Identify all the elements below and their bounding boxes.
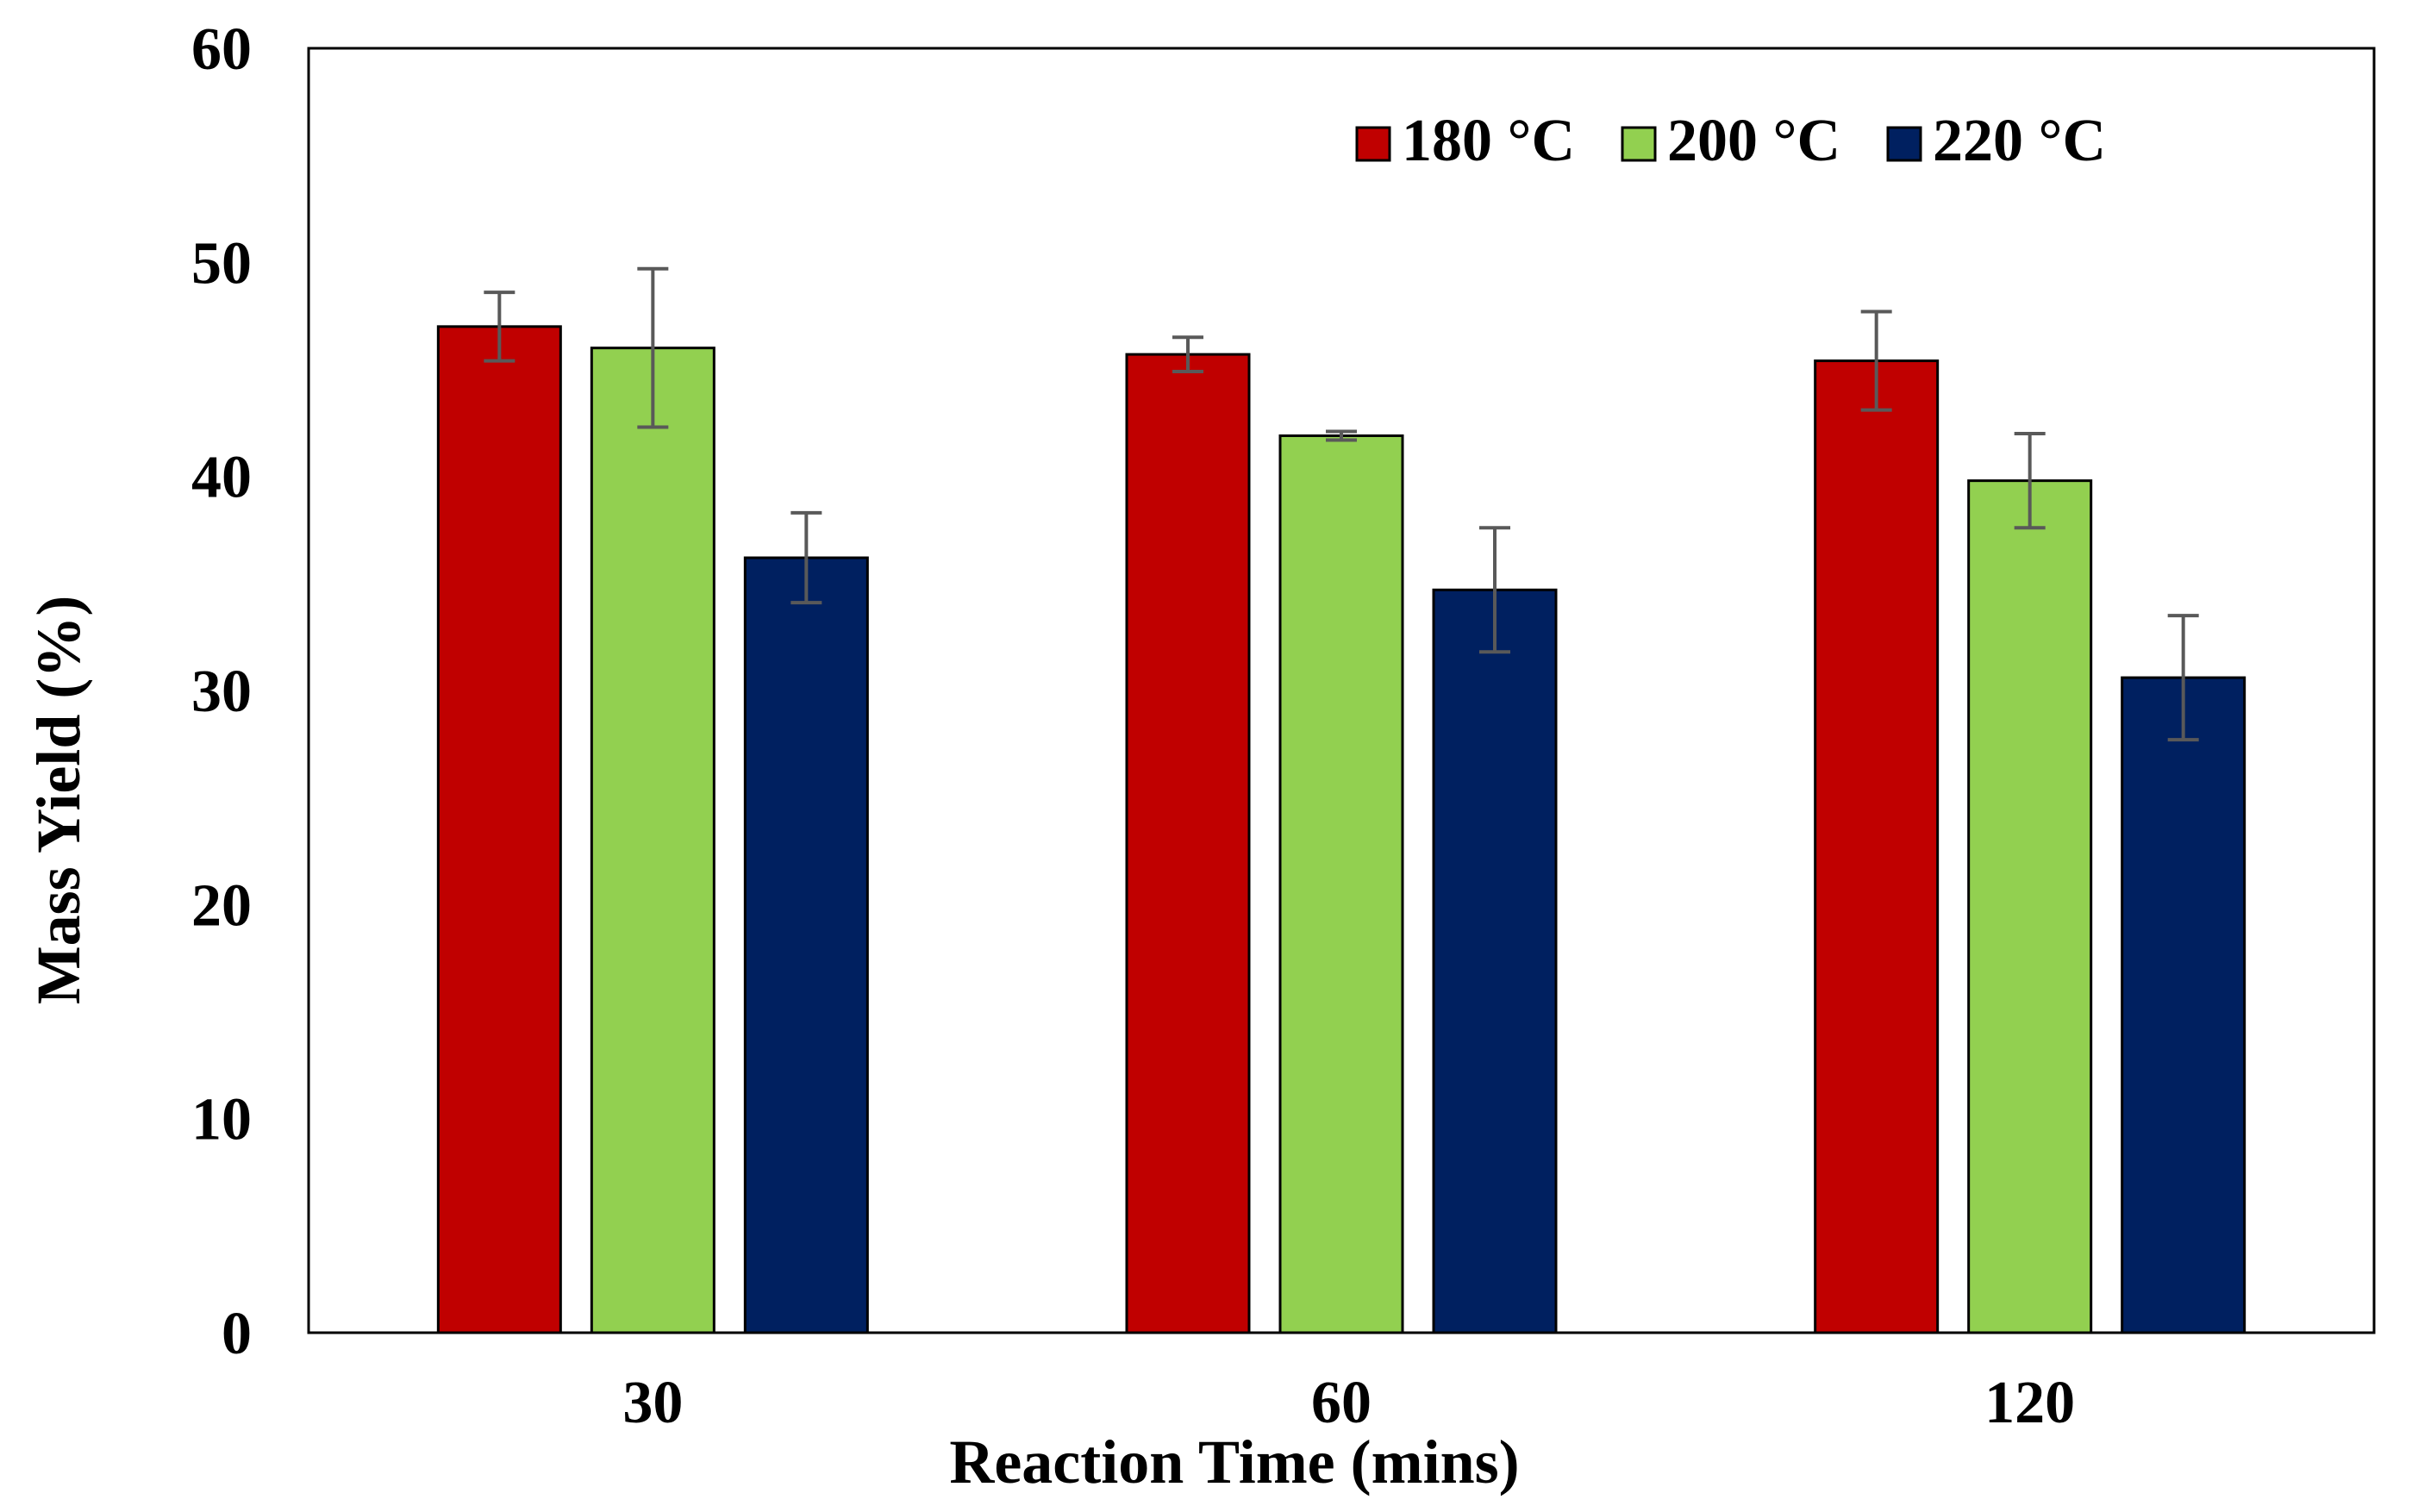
- y-tick-label: 60: [191, 16, 252, 83]
- legend-label-200c: 200 °C: [1667, 108, 1840, 174]
- legend-swatch-200c: [1621, 126, 1657, 162]
- bar: [2121, 676, 2246, 1334]
- legend: 180 °C 200 °C 220 °C: [1355, 108, 2106, 174]
- x-tick-label: 120: [1984, 1370, 2075, 1436]
- bar: [1125, 353, 1251, 1334]
- bar: [1967, 479, 2093, 1334]
- x-tick-label: 60: [1311, 1370, 1372, 1436]
- x-axis-ticks: 30 60 120: [622, 1370, 2075, 1436]
- bar: [590, 347, 715, 1334]
- bars-layer: [436, 325, 2246, 1334]
- legend-label-180c: 180 °C: [1402, 108, 1575, 174]
- bar: [1432, 588, 1558, 1334]
- x-tick-label: 30: [622, 1370, 683, 1436]
- legend-swatch-180c: [1355, 126, 1391, 162]
- y-tick-label: 0: [222, 1301, 252, 1367]
- y-tick-label: 30: [191, 659, 252, 725]
- bar: [743, 556, 869, 1334]
- legend-swatch-220c: [1886, 126, 1922, 162]
- y-tick-label: 40: [191, 445, 252, 511]
- x-axis-title: Reaction Time (mins): [949, 1428, 1519, 1496]
- legend-label-220c: 220 °C: [1933, 108, 2106, 174]
- error-bars-layer: [484, 266, 2199, 742]
- y-axis-title: Mass Yield (%): [24, 596, 93, 1005]
- y-tick-label: 10: [191, 1087, 252, 1153]
- y-axis-ticks: 0 10 20 30 40 50 60: [191, 16, 252, 1367]
- y-tick-label: 50: [191, 230, 252, 297]
- bar: [1278, 434, 1404, 1334]
- bar: [436, 325, 562, 1334]
- y-tick-label: 20: [191, 872, 252, 939]
- bar: [1814, 359, 1940, 1334]
